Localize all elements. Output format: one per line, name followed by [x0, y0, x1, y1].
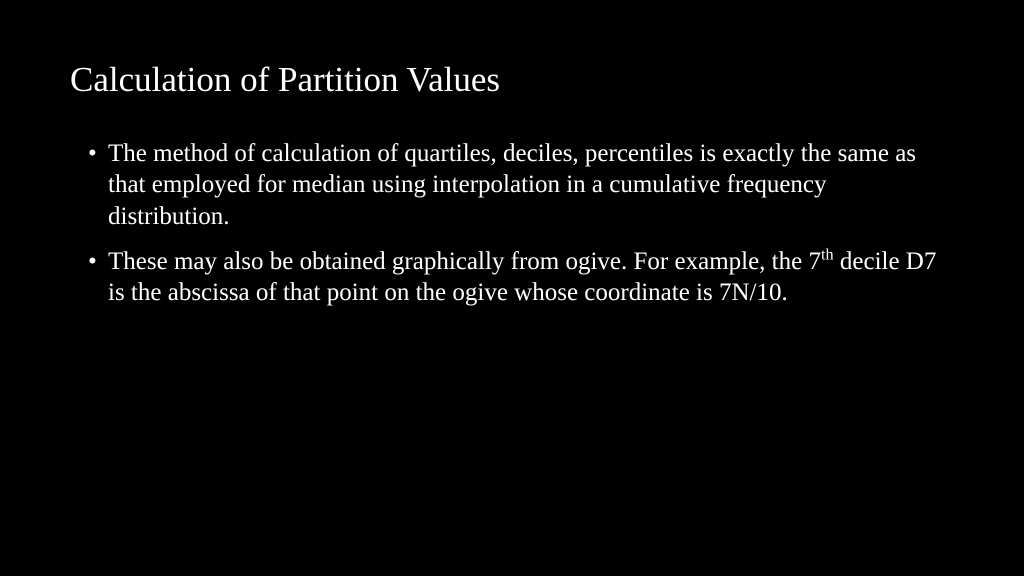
superscript: th: [821, 245, 834, 263]
slide-title: Calculation of Partition Values: [70, 60, 954, 100]
bullet-item: These may also be obtained graphically f…: [88, 246, 954, 309]
bullet-text-prefix: These may also be obtained graphically f…: [108, 248, 821, 275]
bullet-text: The method of calculation of quartiles, …: [108, 140, 916, 230]
bullet-item: The method of calculation of quartiles, …: [88, 138, 954, 232]
bullet-list: The method of calculation of quartiles, …: [70, 138, 954, 308]
